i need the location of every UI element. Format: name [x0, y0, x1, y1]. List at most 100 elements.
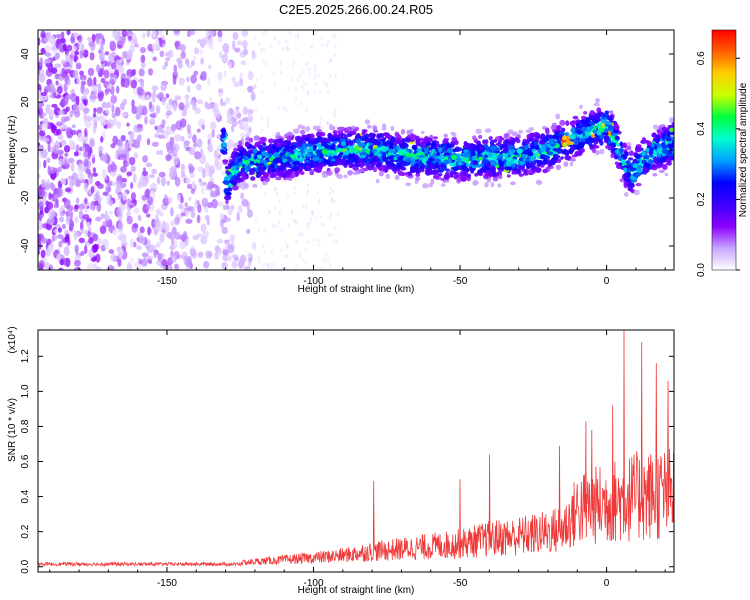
spectrogram-point — [56, 187, 63, 198]
spectrogram-point — [108, 199, 114, 207]
spectrogram-point — [233, 151, 240, 158]
spectrogram-point — [138, 235, 145, 245]
spectrogram-point — [444, 156, 449, 160]
spectrogram-point — [132, 173, 137, 184]
spectrogram-point — [121, 112, 128, 117]
spectrogram-point — [506, 174, 511, 178]
spectrogram-point — [300, 130, 306, 135]
spectrogram-point — [127, 198, 131, 207]
spectrogram-point — [128, 156, 136, 166]
spectrogram-point — [177, 193, 181, 203]
spectrogram-point — [173, 64, 178, 73]
spectrogram-point — [307, 225, 310, 230]
spectrogram-point — [313, 63, 317, 68]
spectrogram-point — [154, 125, 158, 130]
spectrogram-point — [98, 150, 103, 158]
spectrogram-point — [133, 241, 137, 248]
spectrogram-point — [44, 52, 52, 57]
spectrogram-point — [55, 128, 62, 136]
spectrogram-point — [223, 47, 229, 55]
spectrogram-point — [75, 144, 80, 154]
spectrogram-point — [226, 109, 231, 120]
spectrogram-point — [73, 151, 79, 157]
spectrogram-point — [434, 161, 440, 166]
spectrogram-point — [122, 51, 128, 59]
spectrogram-point — [580, 126, 588, 132]
spectrogram-point — [217, 30, 223, 38]
spectrogram-point — [314, 68, 317, 73]
spectrogram-point — [314, 215, 317, 220]
spectrogram-point — [327, 40, 330, 45]
colorbar-label: Normalized spectral amplitude — [738, 82, 749, 217]
spectrogram-point — [141, 252, 149, 258]
spectrogram-point — [48, 109, 54, 119]
spectrogram-point — [73, 54, 78, 63]
spectrogram-point — [528, 151, 534, 157]
spectrogram-point — [254, 219, 258, 224]
spectrogram-point — [275, 176, 282, 181]
spectrogram-point — [270, 249, 274, 254]
spectrogram-point — [254, 108, 258, 113]
spectrogram-point — [294, 179, 297, 184]
spectrogram-point — [38, 188, 45, 198]
spectrogram-point — [630, 183, 635, 188]
y-tick-label: 1.0 — [20, 384, 31, 398]
spectrogram-point — [495, 142, 502, 146]
spectrogram-point — [488, 169, 492, 176]
spectrogram-point — [510, 181, 516, 186]
spectrogram-point — [38, 263, 44, 270]
spectrogram-point — [142, 170, 149, 177]
snr-scale-label: (x10⁴) — [7, 326, 18, 353]
spectrogram-point — [174, 95, 182, 101]
spectrogram-point — [115, 36, 121, 42]
spectrogram-point — [284, 254, 287, 259]
spectrogram-point — [227, 139, 234, 149]
spectrogram-point — [395, 154, 400, 158]
spectrogram-point — [593, 102, 600, 107]
spectrogram-point — [237, 204, 243, 214]
spectrogram-point — [184, 209, 191, 215]
y-tick-label: 40 — [20, 48, 31, 60]
spectrogram-point — [189, 248, 197, 257]
spectrogram-point — [265, 62, 268, 67]
spectrogram-point — [77, 34, 83, 43]
spectrogram-point — [52, 91, 57, 99]
spectrogram-point — [653, 158, 659, 164]
spectrogram-point — [335, 238, 339, 243]
spectrogram-point — [55, 52, 61, 60]
spectrogram-point — [151, 42, 158, 51]
spectrogram-point — [298, 155, 303, 161]
spectrogram-point — [301, 232, 305, 237]
spectrogram-point — [350, 130, 357, 136]
spectrogram-point — [503, 133, 509, 139]
spectrogram-point — [255, 173, 261, 178]
spectrogram-point — [113, 74, 117, 83]
spectrogram-point — [208, 145, 214, 153]
spectrogram-point — [69, 218, 73, 228]
spectrogram-point — [465, 168, 470, 172]
colorbar-tick-label: 0.0 — [696, 263, 707, 277]
spectrogram-point — [140, 46, 146, 54]
spectrogram-point — [273, 262, 276, 267]
spectrogram-point — [410, 134, 417, 139]
spectrogram-point — [47, 62, 54, 73]
y-tick-label: -40 — [20, 238, 31, 253]
x-tick-label: -150 — [157, 578, 177, 589]
spectrogram-point — [556, 158, 562, 164]
spectrogram-point — [298, 252, 301, 257]
spectrogram-point — [221, 141, 227, 148]
spectrogram-point — [266, 117, 270, 122]
spectrogram-point — [308, 221, 311, 226]
spectrogram-point — [486, 179, 491, 183]
spectrogram-point — [84, 208, 89, 213]
spectrogram-point — [75, 95, 80, 106]
spectrogram-point — [157, 134, 165, 139]
spectrogram-point — [273, 205, 277, 210]
spectrogram-point — [460, 176, 467, 182]
spectrogram-point — [130, 165, 136, 173]
spectrogram-point — [316, 73, 320, 78]
spectrogram-point — [200, 71, 207, 81]
spectrogram-point — [111, 104, 115, 113]
spectrogram-point — [68, 178, 75, 188]
spectrogram-point — [142, 155, 148, 163]
